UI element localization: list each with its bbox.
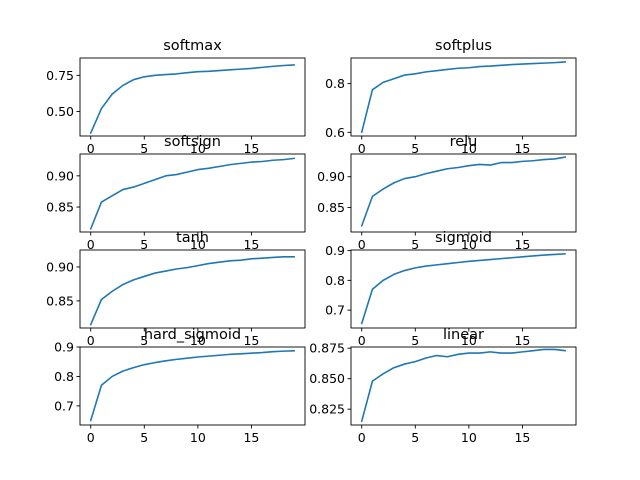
y-tick-label: 0.850 <box>309 371 345 386</box>
subplot-softsign: 0 5 10 15 0.85 0.90 softsign <box>46 134 306 252</box>
subplot-title: softsign <box>164 134 221 150</box>
x-tick-label: 5 <box>411 141 419 156</box>
y-tick-label: 0.8 <box>54 369 74 384</box>
x-tick-label: 10 <box>461 333 477 348</box>
x-tick-label: 0 <box>358 141 366 156</box>
y-tick-label: 0.9 <box>325 243 345 258</box>
axes-frame <box>350 249 577 329</box>
x-tick-label: 15 <box>243 333 259 348</box>
subplot-softplus: 0 5 10 15 0.6 0.8 softplus <box>325 38 577 156</box>
y-tick-label: 0.7 <box>54 398 74 413</box>
series-line-softplus <box>360 61 567 134</box>
y-tick-label: 0.8 <box>325 273 345 288</box>
x-tick-label: 5 <box>140 333 148 348</box>
subplot-relu: 0 5 10 15 0.85 0.90 relu <box>317 134 577 252</box>
y-tick-label: 0.9 <box>54 340 74 355</box>
subplot-title: relu <box>450 134 478 150</box>
series-line-hard-sigmoid <box>89 350 296 422</box>
x-tick-label: 15 <box>514 333 530 348</box>
series-line-softmax <box>89 64 296 134</box>
y-tick-label: 0.825 <box>309 402 345 417</box>
x-tick-label: 5 <box>140 141 148 156</box>
x-tick-label: 10 <box>190 141 206 156</box>
y-tick-label: 0.85 <box>317 200 345 215</box>
x-tick-label: 0 <box>87 430 95 445</box>
axes-frame <box>79 153 306 233</box>
y-tick-label: 0.875 <box>309 341 345 356</box>
y-tick-label: 0.50 <box>46 104 74 119</box>
subplot-hard-sigmoid: 0 5 10 15 0.7 0.8 0.9 hard_sigmoid <box>54 327 306 445</box>
x-tick-label: 15 <box>243 237 259 252</box>
y-tick-label: 0.90 <box>46 168 74 183</box>
subplot-title: sigmoid <box>435 230 492 246</box>
x-tick-label: 0 <box>87 141 95 156</box>
x-tick-label: 15 <box>243 430 259 445</box>
axes-frame <box>79 249 306 329</box>
series-line-sigmoid <box>360 253 567 325</box>
x-tick-label: 0 <box>358 237 366 252</box>
axes-frame <box>350 346 577 426</box>
y-tick-label: 0.90 <box>46 259 74 274</box>
x-tick-label: 10 <box>461 430 477 445</box>
subplot-tanh: 0 5 10 15 0.85 0.90 tanh <box>46 230 306 348</box>
x-tick-label: 5 <box>140 237 148 252</box>
x-tick-label: 15 <box>514 237 530 252</box>
subplot-title: linear <box>443 327 484 343</box>
y-tick-label: 0.75 <box>46 68 74 83</box>
series-line-relu <box>360 156 567 227</box>
series-line-softsign <box>89 157 296 230</box>
axes-frame <box>79 346 306 426</box>
x-tick-label: 10 <box>190 333 206 348</box>
subplot-linear: 0 5 10 15 0.825 0.850 0.875 linear <box>309 327 577 445</box>
x-tick-label: 5 <box>411 237 419 252</box>
x-tick-label: 15 <box>243 141 259 156</box>
x-tick-label: 15 <box>514 141 530 156</box>
x-tick-label: 10 <box>461 141 477 156</box>
series-line-linear <box>360 348 567 423</box>
y-tick-label: 0.85 <box>46 200 74 215</box>
y-tick-label: 0.90 <box>317 169 345 184</box>
x-tick-label: 5 <box>411 333 419 348</box>
x-tick-label: 5 <box>140 430 148 445</box>
y-tick-label: 0.6 <box>325 125 345 140</box>
x-tick-label: 10 <box>461 237 477 252</box>
axes-frame <box>350 153 577 233</box>
subplot-softmax: 0 5 10 15 0.50 0.75 softmax <box>46 38 306 156</box>
subplot-title: tanh <box>176 230 209 246</box>
subplot-title: softplus <box>435 38 492 54</box>
y-tick-label: 0.85 <box>46 293 74 308</box>
x-tick-label: 15 <box>514 430 530 445</box>
x-tick-label: 0 <box>87 237 95 252</box>
x-tick-label: 10 <box>190 237 206 252</box>
axes-frame <box>79 57 306 137</box>
series-line-tanh <box>89 255 296 326</box>
x-tick-label: 10 <box>190 430 206 445</box>
x-tick-label: 0 <box>358 333 366 348</box>
subplot-sigmoid: 0 5 10 15 0.7 0.8 0.9 sigmoid <box>325 230 577 348</box>
x-tick-label: 0 <box>358 430 366 445</box>
y-tick-label: 0.7 <box>325 303 345 318</box>
subplot-title: hard_sigmoid <box>144 327 241 343</box>
x-tick-label: 5 <box>411 430 419 445</box>
x-tick-label: 0 <box>87 333 95 348</box>
y-tick-label: 0.8 <box>325 76 345 91</box>
subplot-title: softmax <box>163 38 222 54</box>
axes-frame <box>350 57 577 137</box>
